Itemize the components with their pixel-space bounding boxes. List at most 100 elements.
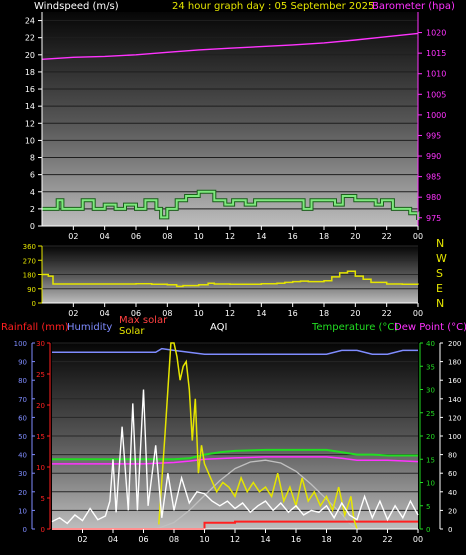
barometer-tick-label: 1015 bbox=[426, 49, 446, 58]
hour-tick-label: 00 bbox=[413, 309, 423, 318]
barometer-tick-label: 1005 bbox=[426, 90, 446, 99]
windspeed-tick-label: 10 bbox=[25, 136, 35, 145]
solar-tick-label: 60 bbox=[448, 470, 457, 478]
hour-tick-label: 00 bbox=[413, 535, 423, 544]
solar-tick-label: 200 bbox=[448, 340, 461, 348]
windspeed-tick-label: 22 bbox=[25, 34, 35, 43]
temperature-tick-label: 35 bbox=[426, 363, 435, 371]
solar-tick-label: 140 bbox=[448, 396, 461, 404]
humidity-tick-label: 10 bbox=[18, 507, 27, 515]
barometer-line bbox=[41, 32, 419, 60]
temperature-label: Temperature (°C) bbox=[311, 322, 398, 333]
hour-tick-label: 02 bbox=[77, 535, 87, 544]
hour-tick-label: 20 bbox=[350, 309, 360, 318]
rain-tick-label: 10 bbox=[36, 464, 45, 472]
rain-tick-label: 5 bbox=[41, 495, 45, 503]
hour-tick-label: 12 bbox=[225, 232, 235, 241]
rainfall-label: Rainfall (mm) bbox=[1, 322, 69, 333]
solar-tick-label: 120 bbox=[448, 414, 461, 422]
wind-direction-line bbox=[42, 270, 419, 288]
hour-tick-label: 22 bbox=[382, 309, 392, 318]
compass-label: N bbox=[436, 297, 444, 310]
hour-tick-label: 00 bbox=[413, 232, 423, 241]
hour-tick-label: 06 bbox=[131, 309, 141, 318]
dew-point-line bbox=[52, 456, 419, 465]
rain-tick-label: 25 bbox=[36, 371, 45, 379]
barometer-tick-label: 990 bbox=[426, 152, 441, 161]
windspeed-tick-label: 24 bbox=[25, 17, 35, 26]
humidity-tick-label: 50 bbox=[18, 433, 27, 441]
direction-tick-label: 360 bbox=[23, 243, 36, 251]
hour-tick-label: 14 bbox=[256, 309, 266, 318]
direction-tick-label: 180 bbox=[23, 272, 36, 280]
dewpoint-label: Dew Point (°C) bbox=[394, 322, 466, 333]
compass-label: S bbox=[436, 267, 443, 280]
windspeed-tick-label: 0 bbox=[30, 222, 35, 231]
temperature-tick-label: 0 bbox=[426, 526, 430, 534]
windspeed-header-label: Windspeed (m/s) bbox=[34, 1, 119, 12]
barometer-tick-label: 980 bbox=[426, 193, 441, 202]
aqi-label: AQI bbox=[210, 322, 228, 333]
humidity-tick-label: 20 bbox=[18, 489, 27, 497]
hour-tick-label: 16 bbox=[288, 309, 298, 318]
windspeed-tick-label: 2 bbox=[30, 205, 35, 214]
wind-barometer-ticks: 0246810121416182022249759809859909951000… bbox=[25, 12, 446, 241]
weather-panel-chart: 0102030405060708090100051015202530051015… bbox=[14, 340, 462, 544]
barometer-tick-label: 1000 bbox=[426, 111, 446, 120]
humidity-label: Humidity bbox=[67, 322, 112, 333]
temperature-tick-label: 5 bbox=[426, 503, 430, 511]
solar-line bbox=[158, 342, 358, 530]
hour-tick-label: 18 bbox=[319, 232, 329, 241]
hour-tick-label: 18 bbox=[321, 535, 331, 544]
barometer-header-label: Barometer (hpa) bbox=[372, 1, 455, 12]
hour-tick-label: 10 bbox=[199, 535, 209, 544]
solar-tick-label: 0 bbox=[448, 526, 452, 534]
hour-tick-label: 12 bbox=[230, 535, 240, 544]
rain-tick-label: 15 bbox=[36, 433, 45, 441]
weather-panel-ticks: 0102030405060708090100051015202530051015… bbox=[14, 340, 462, 544]
hour-tick-label: 14 bbox=[256, 232, 266, 241]
hour-tick-label: 20 bbox=[352, 535, 362, 544]
solar-tick-label: 20 bbox=[448, 507, 457, 515]
humidity-tick-label: 60 bbox=[18, 414, 27, 422]
hour-tick-label: 08 bbox=[162, 309, 172, 318]
hour-tick-label: 06 bbox=[138, 535, 148, 544]
humidity-tick-label: 30 bbox=[18, 470, 27, 478]
humidity-tick-label: 40 bbox=[18, 452, 27, 460]
windspeed-tick-label: 14 bbox=[25, 102, 35, 111]
solar-tick-label: 160 bbox=[448, 377, 461, 385]
wind-barometer-series bbox=[41, 32, 420, 220]
hour-tick-label: 04 bbox=[108, 535, 118, 544]
compass-label: W bbox=[436, 252, 447, 265]
barometer-tick-label: 1010 bbox=[426, 70, 446, 79]
temperature-tick-label: 25 bbox=[426, 410, 435, 418]
windspeed-tick-label: 18 bbox=[25, 68, 35, 77]
direction-tick-label: 90 bbox=[27, 286, 36, 294]
hour-tick-label: 16 bbox=[288, 232, 298, 241]
solar-tick-label: 40 bbox=[448, 489, 457, 497]
windspeed-tick-label: 4 bbox=[30, 188, 35, 197]
hour-tick-label: 02 bbox=[68, 309, 78, 318]
wind-barometer-grid bbox=[42, 20, 418, 227]
rain-tick-label: 0 bbox=[41, 526, 45, 534]
humidity-tick-label: 70 bbox=[18, 396, 27, 404]
barometer-tick-label: 975 bbox=[426, 214, 441, 223]
windspeed-tick-label: 16 bbox=[25, 85, 35, 94]
hour-tick-label: 16 bbox=[291, 535, 301, 544]
hour-tick-label: 04 bbox=[100, 232, 110, 241]
hour-tick-label: 08 bbox=[162, 232, 172, 241]
hour-tick-label: 08 bbox=[169, 535, 179, 544]
humidity-tick-label: 100 bbox=[14, 340, 27, 348]
temperature-tick-label: 30 bbox=[426, 387, 435, 395]
aqi-line bbox=[51, 389, 419, 525]
direction-tick-label: 270 bbox=[23, 257, 36, 265]
hour-tick-label: 10 bbox=[194, 232, 204, 241]
humidity-line bbox=[52, 347, 418, 355]
windspeed-tick-label: 6 bbox=[30, 171, 35, 180]
windspeed-tick-label: 8 bbox=[30, 154, 35, 163]
barometer-tick-label: 985 bbox=[426, 173, 441, 182]
hour-tick-label: 22 bbox=[382, 535, 392, 544]
direction-tick-label: 0 bbox=[32, 300, 36, 308]
wind-direction-series bbox=[42, 270, 419, 288]
